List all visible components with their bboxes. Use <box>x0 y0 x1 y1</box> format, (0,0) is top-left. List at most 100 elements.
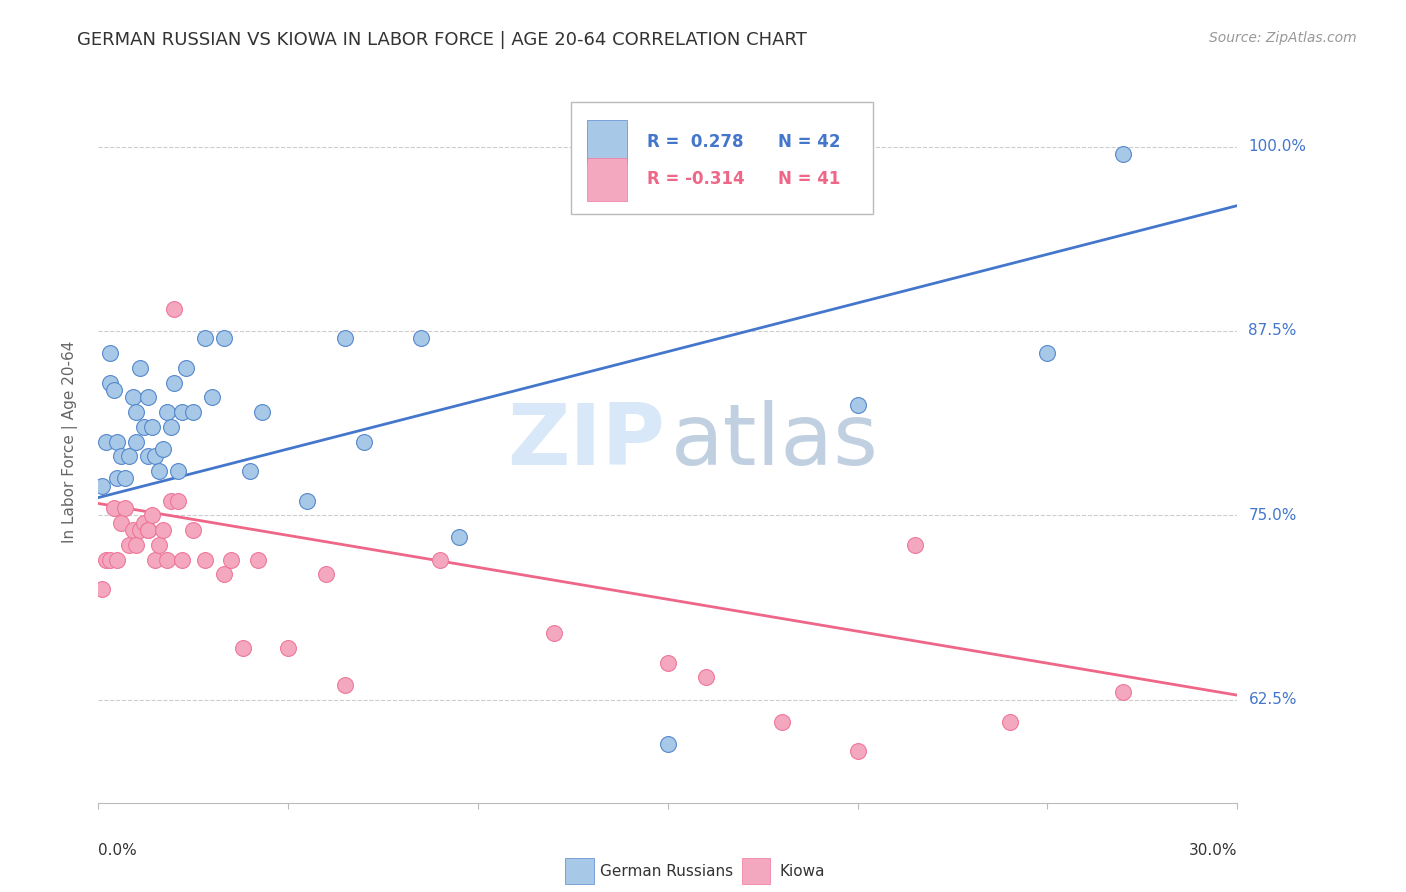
Point <box>110 450 132 464</box>
Point <box>145 450 167 464</box>
Point <box>695 670 717 684</box>
Text: 62.5%: 62.5% <box>1249 692 1296 707</box>
Point <box>152 442 174 456</box>
Point <box>904 538 927 552</box>
Text: 30.0%: 30.0% <box>1189 843 1237 857</box>
Point <box>114 471 136 485</box>
Point <box>250 405 273 419</box>
Point <box>94 434 117 449</box>
Point <box>170 552 193 566</box>
Text: Source: ZipAtlas.com: Source: ZipAtlas.com <box>1209 31 1357 45</box>
Point <box>277 640 299 655</box>
Point <box>107 471 129 485</box>
Text: R = -0.314: R = -0.314 <box>647 170 745 188</box>
Point <box>170 405 193 419</box>
Point <box>129 523 152 537</box>
Text: ZIP: ZIP <box>506 400 665 483</box>
Point <box>335 331 357 345</box>
Point <box>103 500 125 515</box>
Point <box>194 552 217 566</box>
Text: N = 42: N = 42 <box>779 133 841 151</box>
Point <box>107 552 129 566</box>
Point <box>1036 346 1059 360</box>
Text: 75.0%: 75.0% <box>1249 508 1296 523</box>
Point <box>998 714 1021 729</box>
FancyBboxPatch shape <box>586 158 627 201</box>
Point <box>183 405 205 419</box>
Point <box>141 508 163 523</box>
Text: N = 41: N = 41 <box>779 170 841 188</box>
Point <box>246 552 269 566</box>
Point <box>167 493 190 508</box>
Point <box>98 552 121 566</box>
Point <box>1112 685 1135 699</box>
Point <box>110 516 132 530</box>
Point <box>94 552 117 566</box>
Text: 0.0%: 0.0% <box>98 843 138 857</box>
Point <box>148 538 170 552</box>
Y-axis label: In Labor Force | Age 20-64: In Labor Force | Age 20-64 <box>62 341 77 542</box>
Point <box>163 301 186 316</box>
Point <box>194 331 217 345</box>
Point <box>121 523 143 537</box>
FancyBboxPatch shape <box>742 858 770 885</box>
Point <box>118 450 141 464</box>
Point <box>163 376 186 390</box>
Point <box>136 450 159 464</box>
Text: atlas: atlas <box>671 400 879 483</box>
Point <box>353 434 375 449</box>
Point <box>212 331 235 345</box>
FancyBboxPatch shape <box>571 102 873 214</box>
Point <box>125 405 148 419</box>
Point <box>1112 147 1135 161</box>
Point <box>315 567 337 582</box>
Point <box>145 552 167 566</box>
Point <box>125 538 148 552</box>
Text: Kiowa: Kiowa <box>779 864 825 879</box>
Point <box>91 582 114 596</box>
Point <box>114 500 136 515</box>
Point <box>132 516 155 530</box>
Point <box>657 656 679 670</box>
Point <box>121 390 143 404</box>
Point <box>297 493 319 508</box>
Point <box>159 419 181 434</box>
Point <box>136 390 159 404</box>
Point <box>429 552 451 566</box>
Text: 100.0%: 100.0% <box>1249 139 1306 154</box>
Text: R =  0.278: R = 0.278 <box>647 133 744 151</box>
Point <box>156 405 179 419</box>
Point <box>148 464 170 478</box>
Point <box>98 346 121 360</box>
Text: GERMAN RUSSIAN VS KIOWA IN LABOR FORCE | AGE 20-64 CORRELATION CHART: GERMAN RUSSIAN VS KIOWA IN LABOR FORCE |… <box>77 31 807 49</box>
Point <box>846 744 869 758</box>
Point <box>239 464 262 478</box>
Point <box>232 640 254 655</box>
Point <box>846 398 869 412</box>
Text: 87.5%: 87.5% <box>1249 324 1296 338</box>
FancyBboxPatch shape <box>565 858 593 885</box>
Point <box>107 434 129 449</box>
Point <box>657 737 679 751</box>
Point <box>174 360 197 375</box>
Point <box>129 360 152 375</box>
Point <box>411 331 433 345</box>
Point <box>91 479 114 493</box>
Point <box>156 552 179 566</box>
Point <box>183 523 205 537</box>
Text: German Russians: German Russians <box>599 864 733 879</box>
Point <box>136 523 159 537</box>
Point <box>221 552 243 566</box>
Point <box>201 390 224 404</box>
Point <box>543 626 565 640</box>
FancyBboxPatch shape <box>586 120 627 163</box>
Point <box>167 464 190 478</box>
Point <box>125 434 148 449</box>
Point <box>132 419 155 434</box>
Point <box>770 714 793 729</box>
Point <box>118 538 141 552</box>
Point <box>449 530 471 544</box>
Point <box>335 678 357 692</box>
Point <box>212 567 235 582</box>
Point <box>152 523 174 537</box>
